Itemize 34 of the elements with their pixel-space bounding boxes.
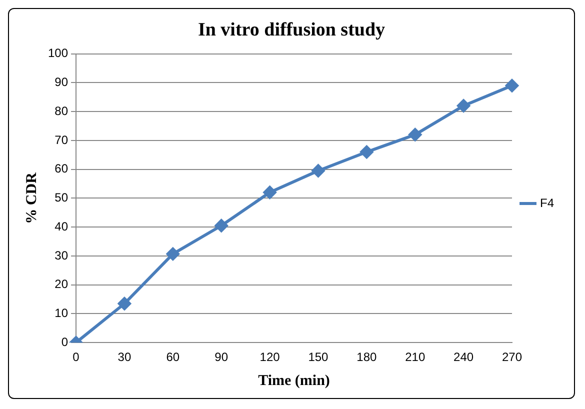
point xyxy=(505,79,518,92)
x-tick-label: 150 xyxy=(308,350,329,364)
x-tick-label: 180 xyxy=(356,350,378,364)
y-tick-label: 40 xyxy=(54,219,68,234)
point xyxy=(312,164,325,178)
y-tick-label: 60 xyxy=(54,162,68,176)
y-tick-label: 50 xyxy=(54,190,68,205)
point xyxy=(457,99,470,112)
y-tick-label: 30 xyxy=(54,248,68,262)
y-tick-label: 80 xyxy=(54,104,68,118)
x-tick-label: 0 xyxy=(72,350,80,364)
y-axis-title: % CDR xyxy=(24,172,40,224)
y-tick-label: 10 xyxy=(54,306,68,320)
x-tick-label: 30 xyxy=(118,350,132,364)
y-tick-label: 70 xyxy=(54,132,68,147)
point xyxy=(166,247,180,260)
chart-title: In vitro diffusion study xyxy=(198,19,386,40)
x-tick-label: 270 xyxy=(502,350,522,364)
y-tick-label: 0 xyxy=(61,334,68,349)
y-tick-label: 100 xyxy=(48,46,68,60)
point xyxy=(408,128,422,142)
x-tick-label: 60 xyxy=(166,350,180,364)
legend-label: F4 xyxy=(540,196,554,210)
y-tick-label: 20 xyxy=(54,277,68,292)
x-tick-label: 210 xyxy=(405,350,426,364)
point xyxy=(118,297,131,310)
x-tick-label: 90 xyxy=(214,350,228,364)
x-axis-title: Time (min) xyxy=(258,372,330,389)
x-tick-label: 120 xyxy=(260,350,280,364)
point xyxy=(214,219,228,232)
point xyxy=(263,186,276,199)
point xyxy=(360,145,374,158)
y-tick-label: 90 xyxy=(54,74,68,89)
x-tick-label: 240 xyxy=(454,350,474,364)
